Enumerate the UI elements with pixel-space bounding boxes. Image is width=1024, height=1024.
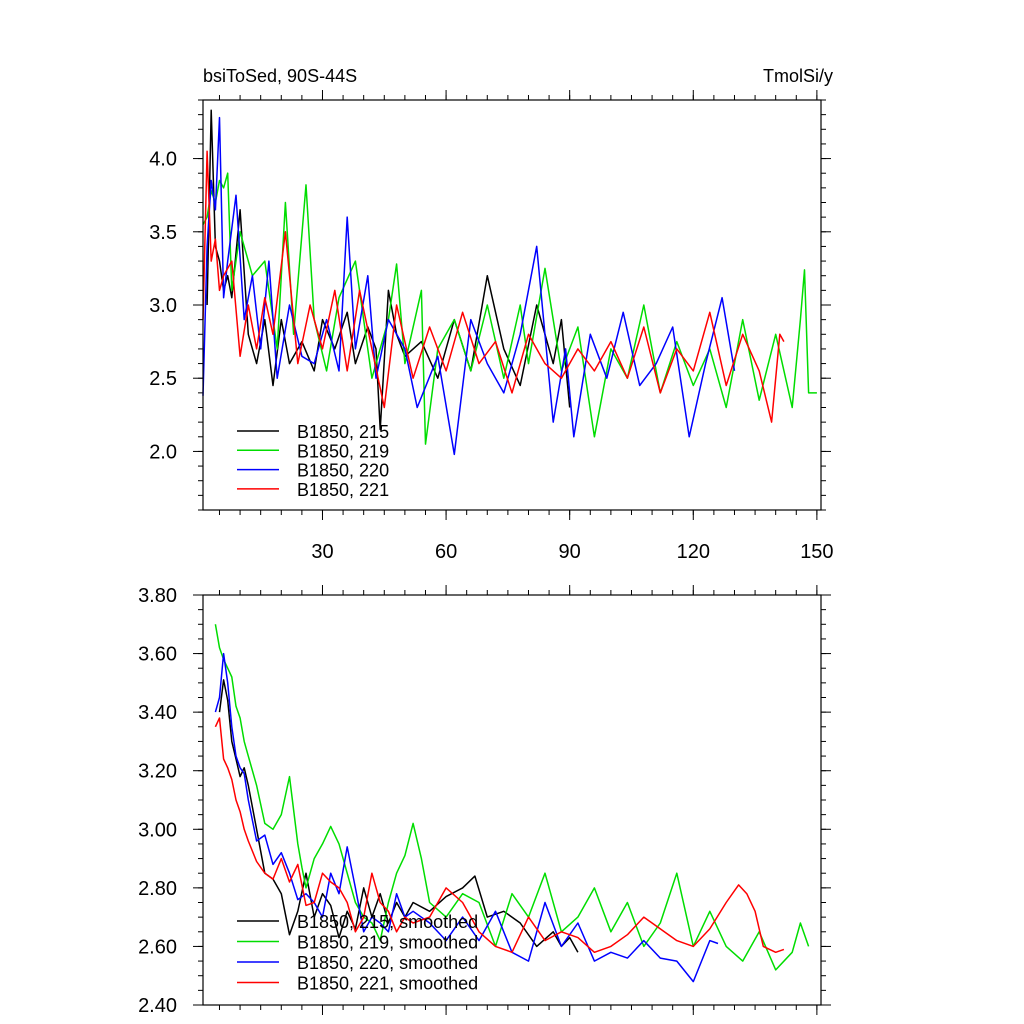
bottom-series-line-b1850-220-smoothed <box>214 652 719 983</box>
top-chart-frame <box>202 99 822 511</box>
bottom-chart-y-tick-labels: 2.40 2.60 2.80 3.00 3.20 3.40 3.60 3.80 <box>138 585 177 1017</box>
legend-label: B1850, 221, smoothed <box>297 974 478 994</box>
top-chart-panel: bsiToSed, 90S-44S TmolSi/y 2.0 2.5 3.0 3.5 4… <box>149 66 833 563</box>
bottom-chart-ticks <box>193 585 831 1015</box>
bottom-series-line-b1850-219-smoothed <box>214 624 810 971</box>
y-tick-label: 2.0 <box>149 441 177 463</box>
top-chart-ticks <box>193 90 831 520</box>
legend-label: B1850, 220, smoothed <box>297 953 478 973</box>
y-tick-label: 3.80 <box>138 585 177 607</box>
bottom-chart-panel: 2.40 2.60 2.80 3.00 3.20 3.40 3.60 3.80 B1850, … <box>138 585 831 1017</box>
top-series-line-b1850-215 <box>206 109 571 431</box>
legend-label: B1850, 219 <box>297 441 389 461</box>
legend-label: B1850, 219, smoothed <box>297 933 478 953</box>
x-tick-label: 90 <box>559 541 581 563</box>
y-tick-label: 2.60 <box>138 936 177 958</box>
y-tick-label: 3.0 <box>149 295 177 317</box>
x-tick-label: 30 <box>311 541 333 563</box>
legend-label: B1850, 221 <box>297 480 389 500</box>
y-tick-label: 2.80 <box>138 878 177 900</box>
y-tick-label: 3.60 <box>138 644 177 666</box>
bottom-chart-series <box>214 624 810 983</box>
y-tick-label: 2.5 <box>149 368 177 390</box>
legend-label: B1850, 220 <box>297 461 389 481</box>
bottom-series-line-b1850-221-smoothed <box>214 717 785 954</box>
y-tick-label: 3.5 <box>149 222 177 244</box>
top-series-line-b1850-221 <box>202 150 785 423</box>
top-chart-series <box>202 109 817 456</box>
x-tick-label: 60 <box>435 541 457 563</box>
top-chart-units: TmolSi/y <box>763 66 833 86</box>
x-tick-label: 120 <box>677 541 710 563</box>
top-chart-title: bsiToSed, 90S-44S <box>203 66 357 86</box>
legend-label: B1850, 215 <box>297 422 389 442</box>
y-tick-label: 2.40 <box>138 995 177 1017</box>
bottom-chart-frame <box>202 594 822 1006</box>
y-tick-label: 3.40 <box>138 702 177 724</box>
y-tick-label: 3.20 <box>138 761 177 783</box>
top-series-line-b1850-220 <box>202 116 736 456</box>
top-series-line-b1850-219 <box>202 172 817 445</box>
x-tick-label: 150 <box>800 541 833 563</box>
top-chart-x-tick-labels: 30 60 90 120 150 <box>311 541 833 563</box>
y-tick-label: 3.00 <box>138 819 177 841</box>
bottom-series-line-b1850-215-smoothed <box>218 679 579 953</box>
legend-label: B1850, 215, smoothed <box>297 912 478 932</box>
top-chart-y-tick-labels: 2.0 2.5 3.0 3.5 4.0 <box>149 149 177 464</box>
y-tick-label: 4.0 <box>149 149 177 171</box>
